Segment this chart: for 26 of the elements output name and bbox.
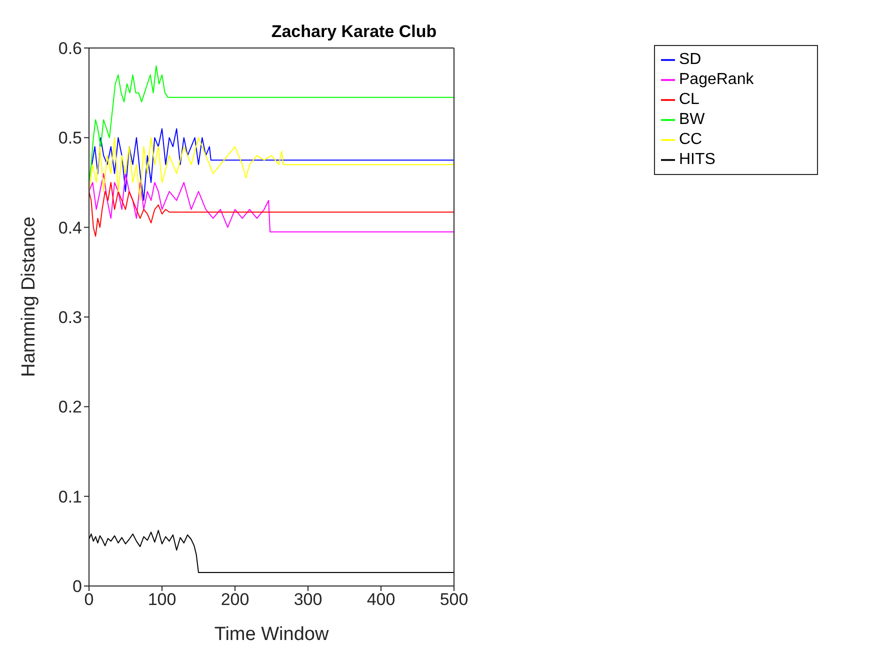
line-series [89, 530, 454, 574]
legend-label: PageRank [679, 71, 754, 88]
legend-label: CC [679, 131, 702, 148]
y-tick-label: 0.2 [58, 398, 82, 417]
chart-title: Zachary Karate Club [270, 22, 438, 42]
x-tick-label: 400 [366, 590, 396, 610]
line-series [89, 173, 454, 232]
legend-label: CL [679, 91, 700, 108]
y-tick-label: 0.5 [58, 128, 82, 148]
x-tick-label: 200 [220, 590, 250, 610]
y-axis-title: Hamming Distance [18, 216, 40, 377]
x-tick-label: 0 [84, 590, 94, 610]
y-tick-label: 0.4 [58, 218, 82, 238]
legend-label: SD [679, 51, 702, 68]
line-series [89, 65, 454, 183]
y-tick-label: 0.6 [58, 39, 82, 58]
y-tick-label: 0 [72, 577, 82, 596]
legend-label: HITS [679, 151, 716, 168]
y-tick-label: 0.3 [58, 308, 82, 328]
x-tick-label: 100 [148, 590, 176, 610]
x-tick-label: 500 [440, 590, 468, 610]
x-tick-label: 300 [294, 590, 322, 610]
legend-label: BW [679, 111, 705, 128]
line-series [89, 182, 454, 237]
x-axis-title: Time Window [214, 624, 329, 645]
y-tick-label: 0.1 [58, 487, 82, 506]
